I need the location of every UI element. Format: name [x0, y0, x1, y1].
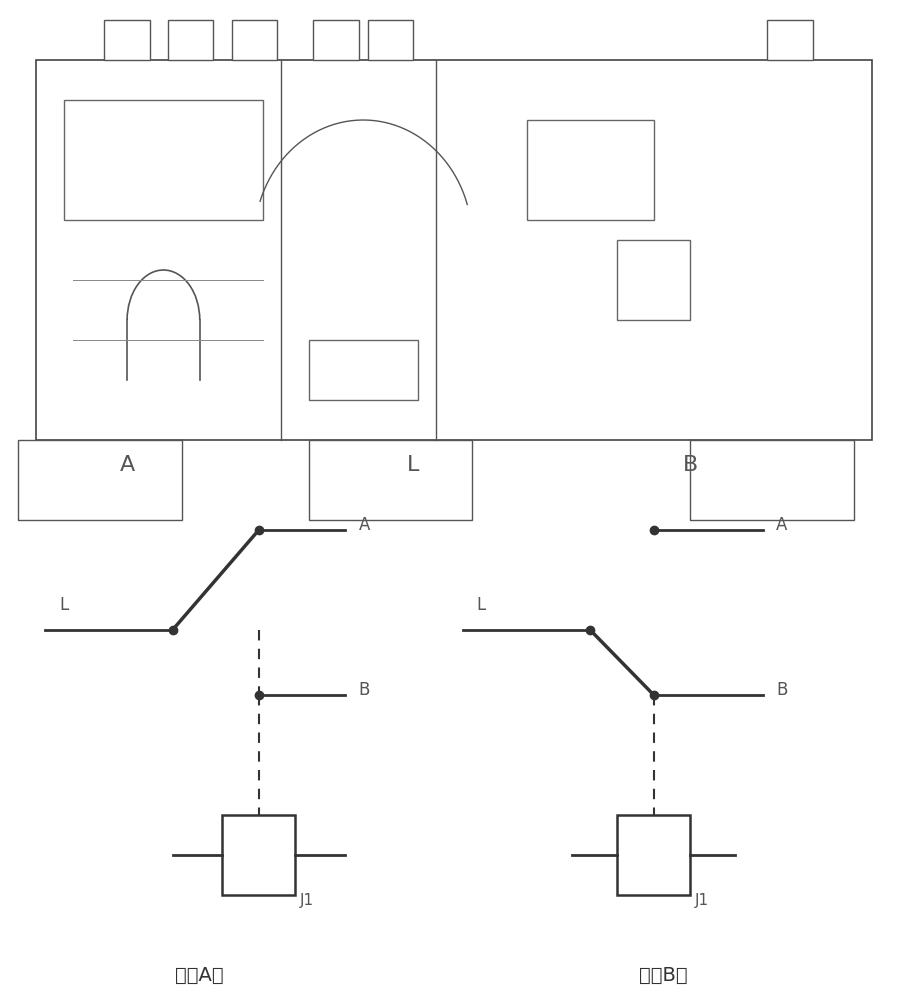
Bar — [104, 20, 150, 60]
Bar — [222, 815, 295, 895]
Text: A: A — [120, 455, 134, 475]
Bar — [36, 60, 872, 440]
Text: B: B — [359, 681, 370, 699]
Bar — [767, 20, 813, 60]
Text: B: B — [776, 681, 788, 699]
Bar — [232, 20, 277, 60]
Text: J1: J1 — [695, 892, 709, 908]
Text: 切换A相: 切换A相 — [175, 966, 224, 984]
Bar — [64, 100, 263, 220]
Bar — [527, 120, 654, 220]
Bar — [309, 340, 418, 400]
Text: L: L — [477, 596, 486, 614]
Text: J1: J1 — [300, 892, 314, 908]
Text: B: B — [683, 455, 697, 475]
Text: A: A — [776, 516, 788, 534]
Bar — [168, 20, 213, 60]
FancyBboxPatch shape — [18, 440, 182, 520]
Bar — [617, 240, 690, 320]
Text: L: L — [407, 455, 419, 475]
FancyBboxPatch shape — [690, 440, 854, 520]
Bar — [313, 20, 359, 60]
Text: L: L — [59, 596, 68, 614]
Text: 切换B相: 切换B相 — [638, 966, 687, 984]
Text: A: A — [359, 516, 370, 534]
Bar — [617, 815, 690, 895]
FancyBboxPatch shape — [309, 440, 472, 520]
Bar — [368, 20, 413, 60]
